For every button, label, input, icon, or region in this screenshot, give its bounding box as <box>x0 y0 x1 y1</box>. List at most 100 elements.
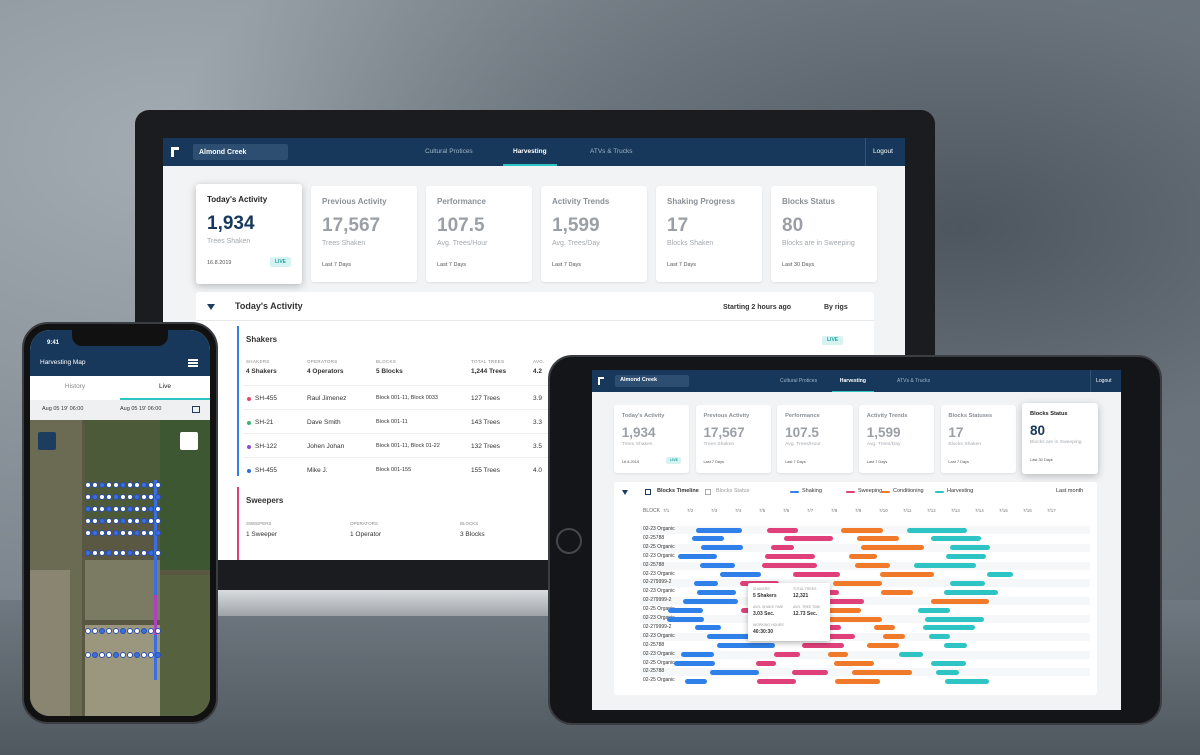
view-tab[interactable]: Blocks Status <box>716 488 750 494</box>
date-range[interactable]: Aug 05 19' 06:00 <box>120 406 162 412</box>
timeline-bar <box>945 554 986 560</box>
map-point <box>85 628 91 634</box>
range-dropdown[interactable]: Last month <box>1056 488 1084 494</box>
stat-card[interactable]: Previous Activity 17,567 Trees Shaken Last … <box>695 405 771 474</box>
status-time: 9:41 <box>47 340 60 346</box>
live-badge: LIVE <box>822 336 844 345</box>
menu-icon[interactable] <box>188 365 198 367</box>
row-stripe <box>640 632 1090 641</box>
map-point <box>134 550 140 556</box>
stat-card[interactable]: Blocks Statuses 17 Blocks Shaken Last 7 Day… <box>940 405 1016 474</box>
timeline-bar <box>673 661 716 666</box>
sweepers-title[interactable]: Sweepers <box>246 496 284 505</box>
timeline-bar <box>854 563 891 569</box>
tooltip-label: SHAKERS <box>753 587 770 591</box>
map-point <box>127 494 133 500</box>
stat-card[interactable]: Performance 107.5 Avg. Trees/Hour Last 7 Da… <box>777 405 853 474</box>
nav-tab[interactable]: Harvesting <box>832 370 874 392</box>
stat-card[interactable]: Blocks Status 80 Blocks are in Sweeping Las… <box>771 186 877 282</box>
map-point <box>99 506 105 512</box>
card-footer: Last 7 Days <box>437 262 467 268</box>
time-filter[interactable]: Starting 2 hours ago <box>723 304 792 311</box>
timeline-bar <box>856 536 900 542</box>
column-header: SWEEPERS <box>246 521 272 526</box>
block-label: 02-25788 <box>643 561 665 568</box>
block-label: 02-23 Organic <box>643 615 675 621</box>
block-label: 02-23 Organic <box>643 650 675 657</box>
stat-card[interactable]: Today's Activity 1,934 Trees Shaken 16.8.20… <box>196 184 302 284</box>
map-point <box>148 506 154 512</box>
card-label: Avg. Trees/Hour <box>785 442 821 448</box>
activity-button[interactable] <box>180 432 198 450</box>
stat-card[interactable]: Activity Trends 1,599 Avg. Trees/Day Last 7… <box>541 186 647 282</box>
column-header: SHAKERS <box>246 359 270 364</box>
table-cell: Raul Jimenez <box>307 395 347 402</box>
nav-tab[interactable]: Harvesting <box>503 138 557 166</box>
map-point <box>127 530 133 536</box>
row-stripe <box>640 650 1090 659</box>
group-filter[interactable]: By rigs <box>824 304 848 311</box>
stat-card[interactable]: Activity Trends 1,599 Avg. Trees/Day Last 7… <box>858 405 935 474</box>
tablet-home-button <box>556 528 582 554</box>
map-point <box>85 652 91 658</box>
nav-tab[interactable]: ATVs & Trucks <box>897 377 931 384</box>
column-header: AVG. <box>533 359 545 364</box>
timeline-bar <box>944 589 998 595</box>
column-header: BLOCKS <box>460 521 479 526</box>
view-icon[interactable] <box>705 489 711 495</box>
map-point <box>92 518 98 524</box>
map-point <box>141 530 147 536</box>
logout-button[interactable]: Logout <box>1096 377 1112 384</box>
map-point <box>120 506 126 512</box>
row-stripe <box>640 606 1090 615</box>
map-point <box>85 530 91 536</box>
date-range[interactable]: Aug 05 19' 06:00 <box>42 406 84 412</box>
map-point <box>120 518 126 524</box>
stat-card[interactable]: Shaking Progress 17 Blocks Shaken Last 7 Da… <box>656 186 762 282</box>
map-tab[interactable]: History <box>30 376 120 400</box>
nav-tab[interactable]: ATVs & Trucks <box>590 148 633 155</box>
card-footer: Last 7 Days <box>667 262 697 268</box>
stat-card[interactable]: Performance 107.5 Avg. Trees/Hour Last 7 Da… <box>426 186 532 282</box>
table-cell: 4.0 <box>533 467 543 474</box>
view-tab[interactable]: Blocks Timeline <box>657 488 699 494</box>
site-dropdown[interactable]: Almond Creek <box>615 374 690 388</box>
card-title: Blocks Status <box>782 197 835 206</box>
stat-card[interactable]: Today's Activity 1,934 Trees Shaken 16.8.20… <box>614 405 690 474</box>
view-icon[interactable] <box>645 489 651 495</box>
menu-icon[interactable] <box>188 362 198 364</box>
site-dropdown[interactable]: Almond Creek <box>193 144 288 160</box>
timeline-bar <box>783 536 834 542</box>
filter-icon[interactable] <box>207 304 215 310</box>
table-cell: 3.9 <box>533 395 543 402</box>
logout-button[interactable]: Logout <box>873 148 893 155</box>
timeline-bar <box>696 589 737 595</box>
nav-tab[interactable]: Cultural Protices <box>780 377 818 384</box>
map-point <box>92 530 98 536</box>
timeline-bar <box>802 643 845 649</box>
card-value: 17,567 <box>703 425 745 441</box>
map-tab[interactable]: Live <box>120 376 210 400</box>
card-value: 80 <box>782 215 804 236</box>
map-point <box>127 550 133 556</box>
filter-icon[interactable] <box>622 490 628 495</box>
map-point <box>155 506 161 512</box>
timeline-bar <box>883 634 905 640</box>
map-point <box>106 518 112 524</box>
shakers-title[interactable]: Shakers <box>246 335 278 344</box>
block-label: 02-23 Organic <box>643 552 675 559</box>
layers-button[interactable] <box>38 432 56 450</box>
table-cell: 155 Trees <box>471 467 500 474</box>
stat-card[interactable]: Previous Activity 17,567 Trees Shaken Last … <box>311 186 417 282</box>
nav-bar: Almond Creek Cultural Protices Harvesting A… <box>592 370 1121 392</box>
stat-card[interactable]: Blocks Status 80 Blocks are in Sweeping Las… <box>1022 403 1098 474</box>
menu-icon[interactable] <box>188 359 198 361</box>
tooltip-label: WORKING HOURS <box>753 623 784 627</box>
tooltip-label: AVG. TREE TIME <box>793 605 821 609</box>
screen-title[interactable]: Harvesting Map <box>40 359 86 366</box>
card-footer: Last 7 Days <box>785 458 806 464</box>
nav-tab[interactable]: Cultural Protices <box>425 148 473 155</box>
block-label: 02-25 Organic <box>643 543 675 550</box>
map-point <box>155 628 161 634</box>
calendar-icon[interactable] <box>192 406 200 413</box>
